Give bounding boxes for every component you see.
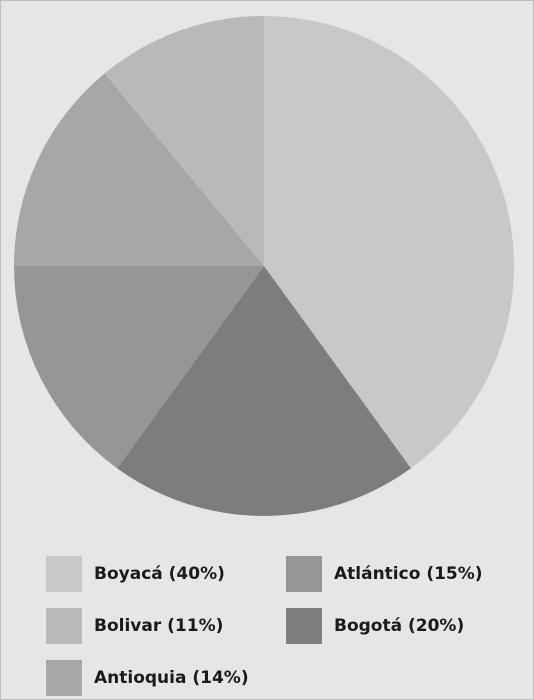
legend-label-bolivar: Bolivar (11%)	[94, 616, 224, 636]
pie-slice-bolivar	[104, 16, 264, 266]
legend-item-bogota: Bogotá (20%)	[286, 605, 464, 647]
legend-label-antioquia: Antioquia (14%)	[94, 668, 249, 688]
legend-item-atlantico: Atlántico (15%)	[286, 553, 483, 595]
legend-swatch-boyaca	[46, 556, 82, 592]
legend-label-atlantico: Atlántico (15%)	[334, 564, 483, 584]
legend-swatch-antioquia	[46, 660, 82, 696]
legend-item-bolivar: Bolivar (11%)	[46, 605, 223, 647]
legend-swatch-bogota	[286, 608, 322, 644]
legend-label-boyaca: Boyacá (40%)	[94, 564, 225, 584]
legend-swatch-atlantico	[286, 556, 322, 592]
legend-item-boyaca: Boyacá (40%)	[46, 553, 225, 595]
pie-slice-atlantico	[14, 266, 264, 469]
legend-label-bogota: Bogotá (20%)	[334, 616, 465, 636]
pie-slice-boyaca	[264, 16, 515, 469]
pie-slice-bogota	[117, 266, 411, 516]
pie-slice-antioquia	[14, 73, 264, 266]
legend: Boyacá (40%) Bolivar (11%) Antioquia (14…	[46, 553, 516, 696]
legend-swatch-bolivar	[46, 608, 82, 644]
legend-item-antioquia: Antioquia (14%)	[46, 657, 249, 699]
pie-chart	[14, 16, 515, 516]
